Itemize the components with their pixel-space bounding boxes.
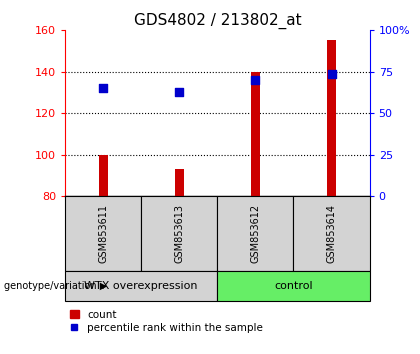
Bar xyxy=(65,196,141,271)
Text: control: control xyxy=(274,281,313,291)
Text: GSM853614: GSM853614 xyxy=(326,204,336,263)
Bar xyxy=(175,170,184,196)
Point xyxy=(176,90,183,95)
Point xyxy=(328,71,335,76)
Bar xyxy=(141,196,218,271)
Bar xyxy=(294,196,370,271)
Point xyxy=(252,77,259,83)
Bar xyxy=(218,196,294,271)
Text: GSM853611: GSM853611 xyxy=(98,204,108,263)
Bar xyxy=(99,155,108,196)
Text: WTX overexpression: WTX overexpression xyxy=(84,281,198,291)
Point xyxy=(100,85,107,91)
Bar xyxy=(251,72,260,196)
Bar xyxy=(65,271,218,301)
Text: GSM853612: GSM853612 xyxy=(250,204,260,263)
Title: GDS4802 / 213802_at: GDS4802 / 213802_at xyxy=(134,12,301,29)
Bar xyxy=(327,40,336,196)
Text: genotype/variation ▶: genotype/variation ▶ xyxy=(4,281,108,291)
Bar xyxy=(218,271,370,301)
Legend: count, percentile rank within the sample: count, percentile rank within the sample xyxy=(70,310,263,333)
Text: GSM853613: GSM853613 xyxy=(174,204,184,263)
